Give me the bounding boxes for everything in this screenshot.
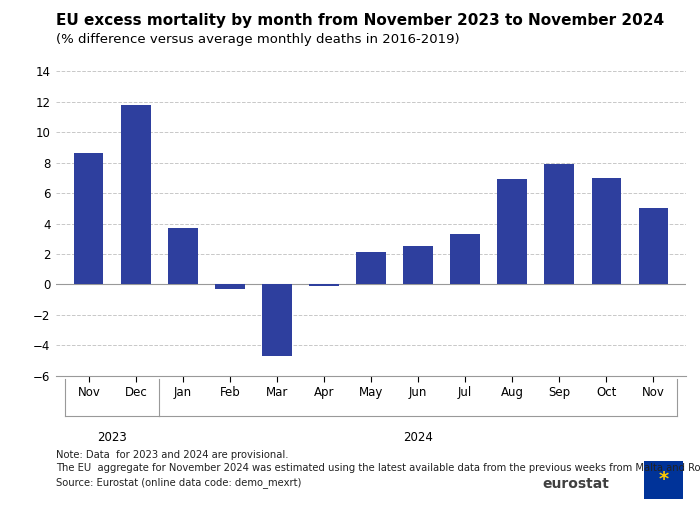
Bar: [638, 208, 668, 284]
Bar: [74, 153, 104, 284]
Bar: [498, 179, 526, 284]
Text: (% difference versus average monthly deaths in 2016-2019): (% difference versus average monthly dea…: [56, 33, 460, 46]
Bar: [169, 228, 197, 284]
Bar: [403, 246, 433, 284]
Bar: [356, 252, 386, 284]
Text: The EU  aggregate for November 2024 was estimated using the latest available dat: The EU aggregate for November 2024 was e…: [56, 463, 700, 473]
Text: EU excess mortality by month from November 2023 to November 2024: EU excess mortality by month from Novemb…: [56, 13, 664, 28]
Text: *: *: [658, 469, 668, 489]
FancyBboxPatch shape: [643, 460, 684, 500]
Bar: [121, 105, 150, 284]
Bar: [592, 178, 621, 284]
Text: eurostat: eurostat: [542, 477, 610, 491]
Text: Source: Eurostat (online data code: demo_mexrt): Source: Eurostat (online data code: demo…: [56, 477, 302, 488]
Bar: [216, 284, 244, 289]
Bar: [545, 164, 573, 284]
Bar: [262, 284, 291, 356]
Bar: [309, 284, 339, 286]
Bar: [451, 234, 480, 284]
Text: Note: Data  for 2023 and 2024 are provisional.: Note: Data for 2023 and 2024 are provisi…: [56, 450, 288, 460]
Text: 2023: 2023: [97, 431, 127, 444]
Text: 2024: 2024: [403, 431, 433, 444]
